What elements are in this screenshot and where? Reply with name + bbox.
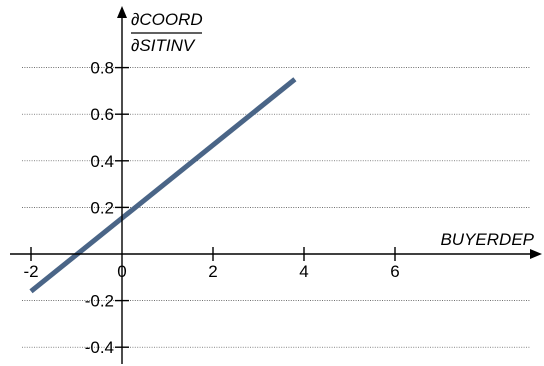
- y-tick-label: 0.4: [90, 152, 114, 171]
- y-tick-label: 0.6: [90, 105, 114, 124]
- x-tick-label: -2: [23, 262, 38, 281]
- y-tick-label: 0.8: [90, 59, 114, 78]
- x-tick-label: 0: [117, 262, 126, 281]
- ticks: -2 0 2 4 6 -0.4 -0.2 0.2 0.4 0.6 0.8: [23, 59, 399, 358]
- x-tick-label: 2: [208, 262, 217, 281]
- y-tick-label: 0.2: [90, 198, 114, 217]
- grid-lines: [22, 67, 530, 348]
- x-axis-title: BUYERDEP: [440, 230, 534, 249]
- y-axis-title-numerator: ∂COORD: [131, 10, 203, 29]
- x-axis-arrowhead: [530, 249, 542, 259]
- x-tick-label: 6: [390, 262, 399, 281]
- y-axis-arrowhead: [117, 6, 127, 18]
- y-tick-label: -0.2: [85, 292, 114, 311]
- y-axis-title-denominator: ∂SITINV: [131, 36, 196, 55]
- y-tick-label: -0.4: [85, 338, 114, 357]
- series-layer: [29, 77, 297, 294]
- x-tick-label: 4: [299, 262, 308, 281]
- axes: [10, 6, 542, 364]
- series-line: [29, 77, 297, 294]
